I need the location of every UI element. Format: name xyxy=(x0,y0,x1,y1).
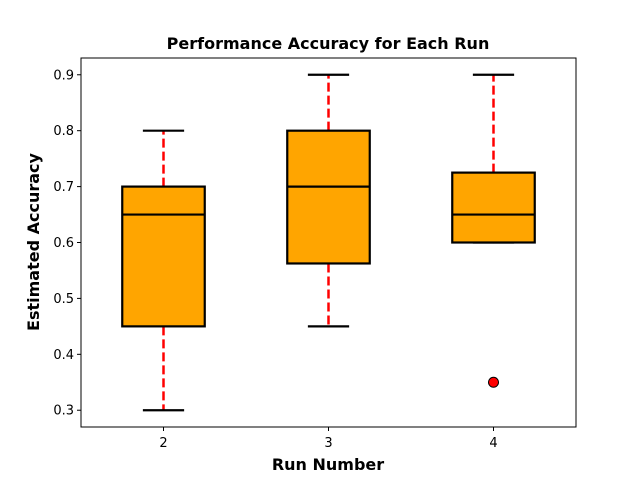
y-tick-label: 0.9 xyxy=(53,68,74,83)
y-axis-label: Estimated Accuracy xyxy=(24,152,43,330)
y-tick-label: 0.6 xyxy=(53,236,74,251)
x-tick-label: 3 xyxy=(324,436,332,451)
y-tick-label: 0.5 xyxy=(53,292,74,307)
y-tick-label: 0.7 xyxy=(53,180,74,195)
x-axis-label: Run Number xyxy=(272,455,384,474)
chart-title: Performance Accuracy for Each Run xyxy=(167,34,490,53)
x-tick-label: 2 xyxy=(159,436,167,451)
x-tick-label: 4 xyxy=(489,436,497,451)
box-body xyxy=(451,171,536,244)
plot-area: 0.3 0.4 0.5 0.6 0.7 0.8 0.9 2 3 4 xyxy=(53,57,577,451)
y-tick-label: 0.8 xyxy=(53,124,74,139)
y-tick-label: 0.4 xyxy=(53,348,74,363)
y-tick-label: 0.3 xyxy=(53,404,74,419)
box-body xyxy=(286,129,371,265)
outlier-point xyxy=(488,376,499,388)
box-body xyxy=(121,185,206,328)
